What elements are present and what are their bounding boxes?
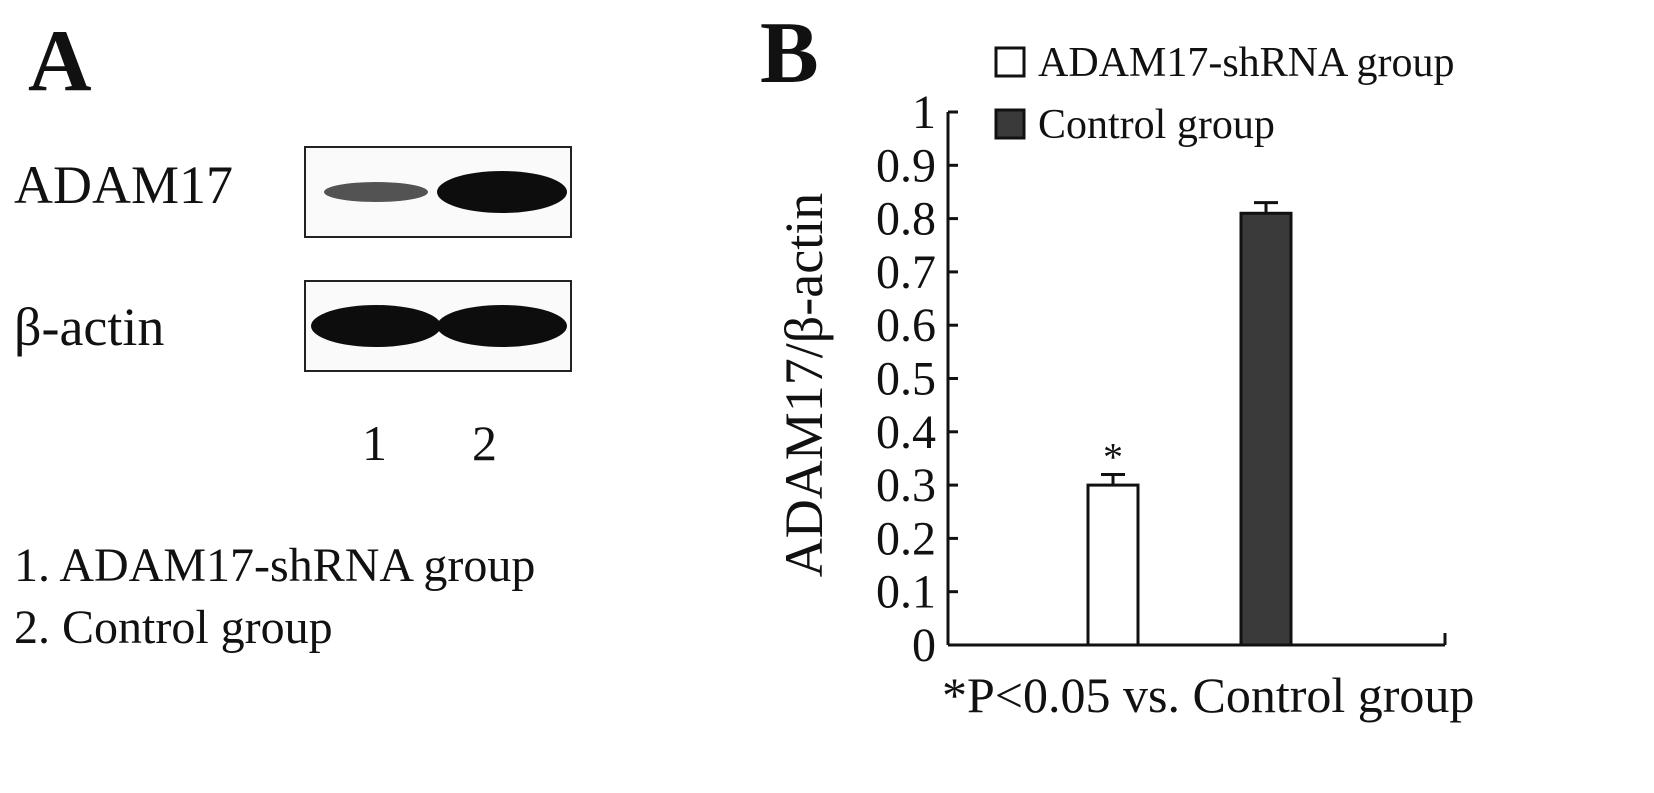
lane-number-2: 2 (472, 415, 497, 471)
y-axis-label: ADAM17/β-actin (774, 193, 834, 577)
y-tick-label: 0.9 (876, 139, 936, 192)
western-blot-beta-actin (304, 280, 572, 372)
lane-legend-1: 1. ADAM17-shRNA group (14, 539, 536, 592)
blot-label-beta-actin: β-actin (14, 297, 165, 357)
legend-label: ADAM17-shRNA group (1038, 40, 1455, 86)
legend-swatch (994, 108, 1026, 140)
western-blot-adam17 (304, 146, 572, 238)
chart-bars: * (1086, 201, 1293, 647)
bar (1239, 211, 1293, 647)
panel-a-letter: A (28, 13, 92, 110)
y-tick-label: 0.8 (876, 193, 936, 246)
y-tick-label: 1 (912, 86, 936, 139)
chart-axes: 00.10.20.30.40.50.60.70.80.91 (876, 86, 1447, 672)
lane-number-1: 1 (362, 415, 387, 471)
y-tick-label: 0.5 (876, 353, 936, 406)
legend-swatch (994, 46, 1026, 78)
y-tick-label: 0.3 (876, 459, 936, 512)
bar (1086, 483, 1140, 647)
y-tick-label: 0.4 (876, 406, 936, 459)
y-tick-label: 0.2 (876, 512, 936, 565)
y-tick-label: 0 (912, 619, 936, 672)
blot-label-adam17: ADAM17 (14, 155, 234, 215)
blot-band (437, 305, 567, 347)
y-tick-label: 0.1 (876, 566, 936, 619)
significance-footnote: *P<0.05 vs. Control group (942, 667, 1474, 723)
panel-b-letter: B (760, 5, 819, 102)
y-tick-label: 0.6 (876, 299, 936, 352)
blot-band (324, 182, 428, 202)
blot-band (311, 305, 441, 347)
lane-legend-2: 2. Control group (14, 601, 333, 654)
legend-label: Control group (1038, 102, 1275, 148)
blot-band (437, 171, 567, 213)
significance-marker: * (1103, 434, 1123, 479)
chart-legend: ADAM17-shRNA group Control group (994, 40, 1455, 148)
y-tick-label: 0.7 (876, 246, 936, 299)
